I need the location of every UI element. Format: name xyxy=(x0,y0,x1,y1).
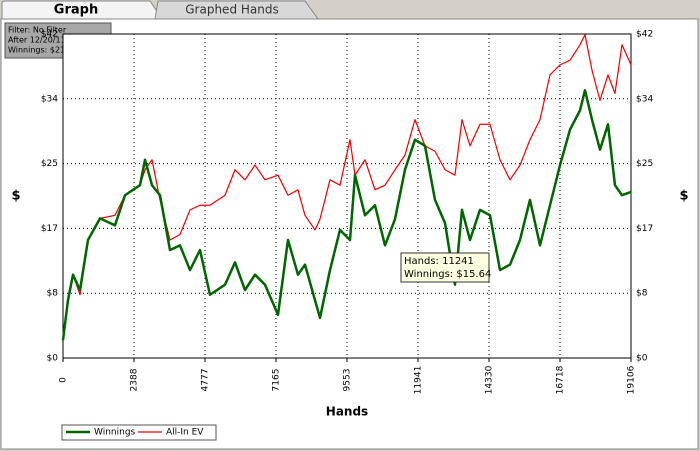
x-tick-label: 4777 xyxy=(201,369,211,392)
y-tick-label: $25 xyxy=(41,159,58,169)
legend-label: Winnings xyxy=(94,428,136,438)
y2-tick-label: $25 xyxy=(636,159,653,169)
info-text: Filter: No Filter xyxy=(8,26,67,35)
tooltip-text: Winnings: $15.64 xyxy=(404,269,491,280)
tab-label: Graph xyxy=(54,3,98,18)
info-text: Winnings: $21.53 xyxy=(8,46,78,55)
x-tick-label: 9553 xyxy=(343,369,353,392)
y2-tick-label: $17 xyxy=(636,224,653,234)
plot-area xyxy=(62,33,632,359)
x-tick-label: 7165 xyxy=(272,369,282,392)
y-tick-label: $42 xyxy=(41,30,58,40)
y-tick-label: $17 xyxy=(41,224,58,234)
legend-label: All-In EV xyxy=(166,428,204,438)
y2-tick-label: $34 xyxy=(636,94,653,104)
y-tick-label: $34 xyxy=(41,94,58,104)
x-tick-label: 0 xyxy=(59,377,69,383)
x-tick-label: 11941 xyxy=(413,366,423,395)
x-tick-label: 14330 xyxy=(485,365,495,394)
line xyxy=(61,89,632,341)
x-tick-label: 16718 xyxy=(556,365,566,394)
line xyxy=(62,34,632,341)
y2-axis-label: $ xyxy=(679,189,688,204)
y-tick-label: $0 xyxy=(47,354,59,364)
x-tick-label: 2388 xyxy=(129,368,139,391)
y-tick-label: $8 xyxy=(47,289,59,299)
x-tick-label: 19106 xyxy=(627,365,637,394)
tooltip-text: Hands: 11241 xyxy=(404,256,474,267)
y2-tick-label: $42 xyxy=(636,30,653,40)
y2-tick-label: $8 xyxy=(636,289,648,299)
tab-label: Graphed Hands xyxy=(185,3,278,17)
tab-graph[interactable] xyxy=(1,0,163,20)
info-text: After 12/20/11 23:24:36 xyxy=(8,36,104,45)
y-axis-label: $ xyxy=(11,189,20,204)
y2-tick-label: $0 xyxy=(636,354,648,364)
x-axis-label: Hands xyxy=(326,405,368,419)
tooltip xyxy=(400,252,490,283)
plot xyxy=(61,33,632,362)
